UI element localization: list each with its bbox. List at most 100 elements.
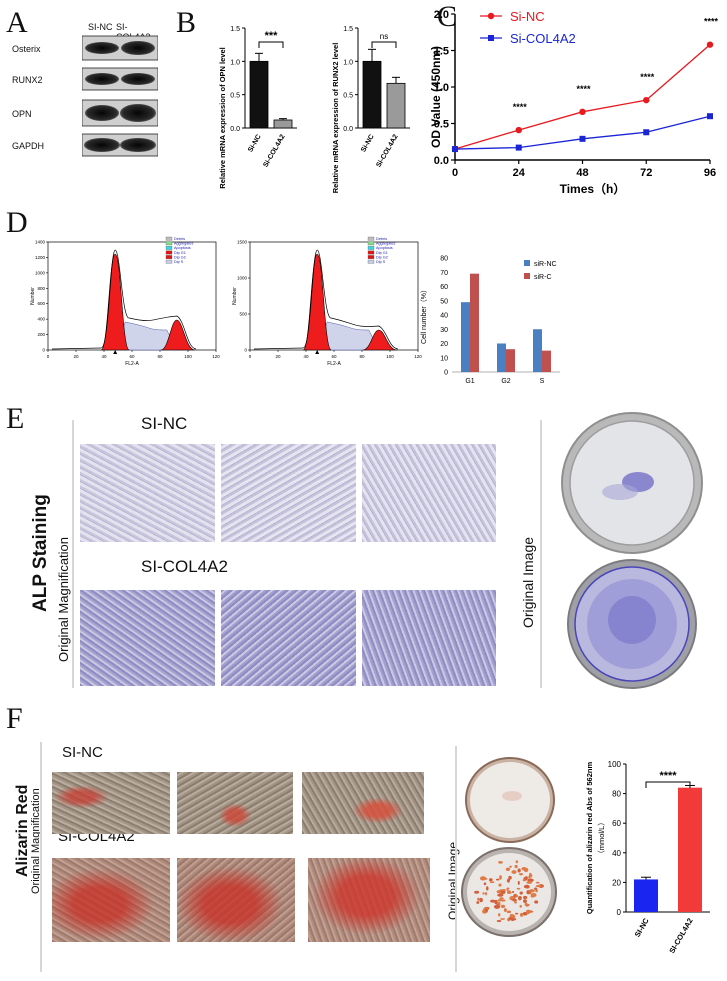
c-series-line: [454, 115, 711, 150]
flow1-fit-curve: [51, 249, 197, 350]
panel-label-b: B: [176, 6, 197, 39]
flow2-legend-swatch: [367, 236, 375, 241]
flow2-g1-peak: [302, 253, 332, 351]
alizarin-nodule: [476, 901, 480, 904]
alizarin-micrograph-5: [177, 858, 295, 942]
f-y-axis-label: Quantification of alizarin red Abs of 56…: [585, 762, 594, 915]
flow2-y-tick-label: 0: [244, 348, 247, 353]
alizarin-nodule: [495, 878, 500, 881]
alizarin-nodule: [528, 873, 533, 878]
alizarin-nodule: [514, 864, 518, 869]
alizarin-nodule: [506, 888, 509, 891]
opn-y-tick-label: 1.0: [230, 59, 240, 66]
alizarin-nodule: [526, 880, 533, 884]
alp-original-image-label: Original Image: [520, 536, 536, 628]
opn-y-axis-label: Relative mRNA expression of OPN level: [218, 47, 227, 188]
alizarin-nodule: [498, 883, 502, 887]
alizarin-nodule: [512, 898, 517, 902]
alizarin-nodule: [496, 920, 502, 923]
flow1-legend-swatch: [165, 246, 173, 250]
flow1-legend-label: Aggregates: [174, 242, 194, 246]
flow2-x-tick-label: 0: [249, 354, 252, 359]
flow2-legend-swatch: [367, 246, 375, 250]
alizarin-nodule: [519, 872, 524, 876]
alizarin-nodule: [519, 905, 522, 908]
alizarin-nodule: [479, 876, 487, 881]
d-y-axis-label: Cell number（%）: [420, 286, 428, 344]
c-y-tick-label: 2.0: [434, 9, 449, 21]
alizarin-nodule: [524, 903, 530, 906]
protein-label-4: GAPDH: [12, 141, 45, 151]
opn-bar: [273, 119, 293, 129]
c-y-tick-label: 1.5: [434, 46, 449, 58]
f-sig-bracket: [645, 781, 691, 788]
flow1-legend-swatch: [165, 241, 173, 246]
d-legend-label: siR-NC: [534, 261, 557, 268]
d-y-tick-label: 80: [440, 256, 448, 263]
alizarin-nodule: [517, 880, 520, 885]
d-y-tick-label: 60: [440, 284, 448, 291]
flow2-legend-swatch: [367, 250, 375, 255]
c-point: [643, 129, 650, 136]
c-x-tick-label: 0: [452, 167, 458, 179]
alizarin-nodule: [483, 882, 487, 886]
f-category-label: SI-COL4A2: [667, 917, 694, 955]
d-legend-swatch: [524, 273, 530, 279]
alizarin-nodule: [523, 895, 528, 900]
flow1-y-tick-label: 1200: [35, 255, 46, 260]
panel-label-c: C: [437, 0, 458, 33]
flow1-y-tick-label: 0: [42, 348, 45, 353]
alizarin-nodule: [506, 910, 512, 914]
flow1-x-tick-label: 40: [101, 354, 107, 359]
alizarin-nodule: [479, 897, 483, 903]
c-x-axis-label: Times（h）: [560, 181, 626, 195]
opn-sig-label: ***: [265, 30, 279, 42]
alizarin-nodule: [482, 892, 485, 895]
alizarin-micrograph-4: [52, 858, 170, 942]
flow2-y-tick-label: 1500: [237, 240, 248, 245]
alizarin-nodule: [499, 875, 502, 880]
c-x-tick-label: 96: [704, 167, 716, 179]
alizarin-nodule: [511, 890, 515, 894]
blot-bands: [82, 35, 158, 157]
flow1-x-axis-label: FL2-A: [125, 361, 139, 367]
panel-label-f: F: [6, 702, 23, 735]
alizarin-original-image-label: Original Image: [446, 841, 460, 920]
c-x-tick-label: 48: [576, 167, 588, 179]
c-sig-label: ****: [640, 72, 655, 82]
alizarin-nodule: [529, 889, 535, 893]
flow1-legend-swatch: [165, 250, 173, 255]
d-y-tick-label: 40: [440, 313, 448, 320]
d-bar: [542, 350, 551, 372]
alizarin-nodule: [523, 884, 530, 889]
flow1-legend-label: Dip S: [174, 260, 184, 264]
d-bar: [461, 302, 470, 372]
d-y-tick-label: 70: [440, 270, 448, 277]
c-legend-label: Si-COL4A2: [510, 31, 576, 46]
alizarin-micrograph-2: [177, 772, 293, 834]
flow2-legend-label: Dip G1: [376, 251, 388, 255]
flow2-marker-triangle: [315, 350, 320, 354]
d-category-label: G1: [465, 378, 474, 385]
d-bar: [533, 329, 542, 372]
alp-micrograph-5: [221, 590, 356, 686]
flow-histogram-2: 0 20 40 60 80 100 120 0 500 1000 1500 FL2-A Number De…: [232, 236, 422, 367]
d-y-tick-label: 10: [440, 355, 448, 362]
cell-cycle-bar-chart: 0 10 20 30 40 50 60 70 80 Cell number（%） G1 G2 SsiR-…: [420, 256, 560, 385]
flow1-x-tick-label: 60: [129, 354, 135, 359]
runx2-y-tick-label: 1.5: [343, 26, 353, 33]
c-series-line: [454, 44, 711, 150]
protein-label-1: Osterix: [12, 44, 41, 54]
alizarin-original-well-2: [461, 847, 557, 937]
opn-y-tick-label: 1.5: [230, 26, 240, 33]
alizarin-original-well-1: [465, 757, 555, 843]
alizarin-nodule: [500, 899, 506, 902]
alizarin-quant-bar-chart: 0 20 40 60 80 100 SI-NC SI-COL4A2 **** Quantifica…: [585, 760, 710, 955]
flow2-y-tick-label: 500: [239, 312, 247, 317]
c-point: [643, 96, 650, 104]
alizarin-nodule: [497, 893, 504, 897]
alizarin-nodule: [497, 899, 502, 902]
c-legend-marker: [487, 12, 495, 20]
opn-y-tick-label: 0.0: [230, 126, 240, 133]
alp-left-divider: [72, 420, 74, 688]
